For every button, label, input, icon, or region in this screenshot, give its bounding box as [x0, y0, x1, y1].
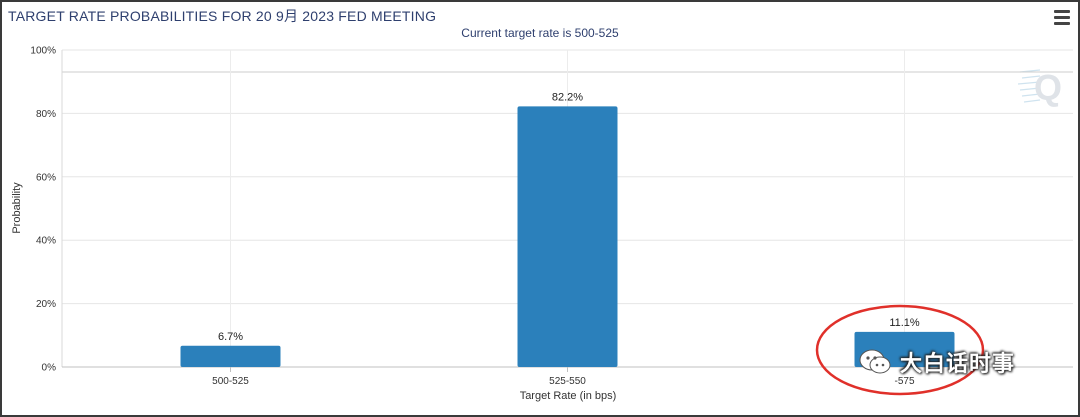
bar-525-550	[517, 106, 618, 368]
bar-500-525	[180, 345, 281, 367]
x-axis-title: Target Rate (in bps)	[520, 390, 617, 402]
wechat-icon	[859, 349, 891, 374]
highlight-circle	[815, 304, 985, 396]
data-label-550-575: 11.1%	[889, 317, 920, 329]
bar-series	[180, 106, 955, 368]
y-axis: 0% 20% 40% 60% 80% 100%	[30, 46, 56, 374]
x-tick-label: -575	[894, 376, 914, 387]
data-label-500-525: 6.7%	[218, 331, 243, 343]
chart-title: TARGET RATE PROBABILITIES FOR 20 9月 2023…	[8, 8, 437, 24]
y-tick-label: 80%	[36, 109, 56, 120]
y-axis-title: Probability	[11, 182, 23, 234]
y-tick-label: 0%	[42, 363, 57, 374]
y-tick-label: 20%	[36, 299, 56, 310]
hamburger-menu-icon[interactable]	[1052, 8, 1072, 26]
menu-line	[1054, 16, 1070, 19]
svg-text:Q: Q	[1034, 67, 1062, 108]
chart-subtitle: Current target rate is 500-525	[461, 26, 619, 40]
y-tick-label: 40%	[36, 236, 56, 247]
data-labels: 6.7% 82.2% 11.1%	[218, 91, 920, 342]
menu-line	[1054, 22, 1070, 25]
x-tick-label: 525-550	[549, 376, 586, 387]
y-tick-label: 60%	[36, 172, 56, 183]
menu-line	[1054, 10, 1070, 13]
y-tick-label: 100%	[30, 46, 56, 57]
data-label-525-550: 82.2%	[552, 91, 583, 103]
wechat-watermark: 大白话时事	[858, 344, 1015, 380]
wechat-badge-text: 大白话时事	[900, 352, 1016, 377]
x-tick-label: 500-525	[212, 376, 249, 387]
q-logo-icon: Q	[1018, 67, 1062, 108]
